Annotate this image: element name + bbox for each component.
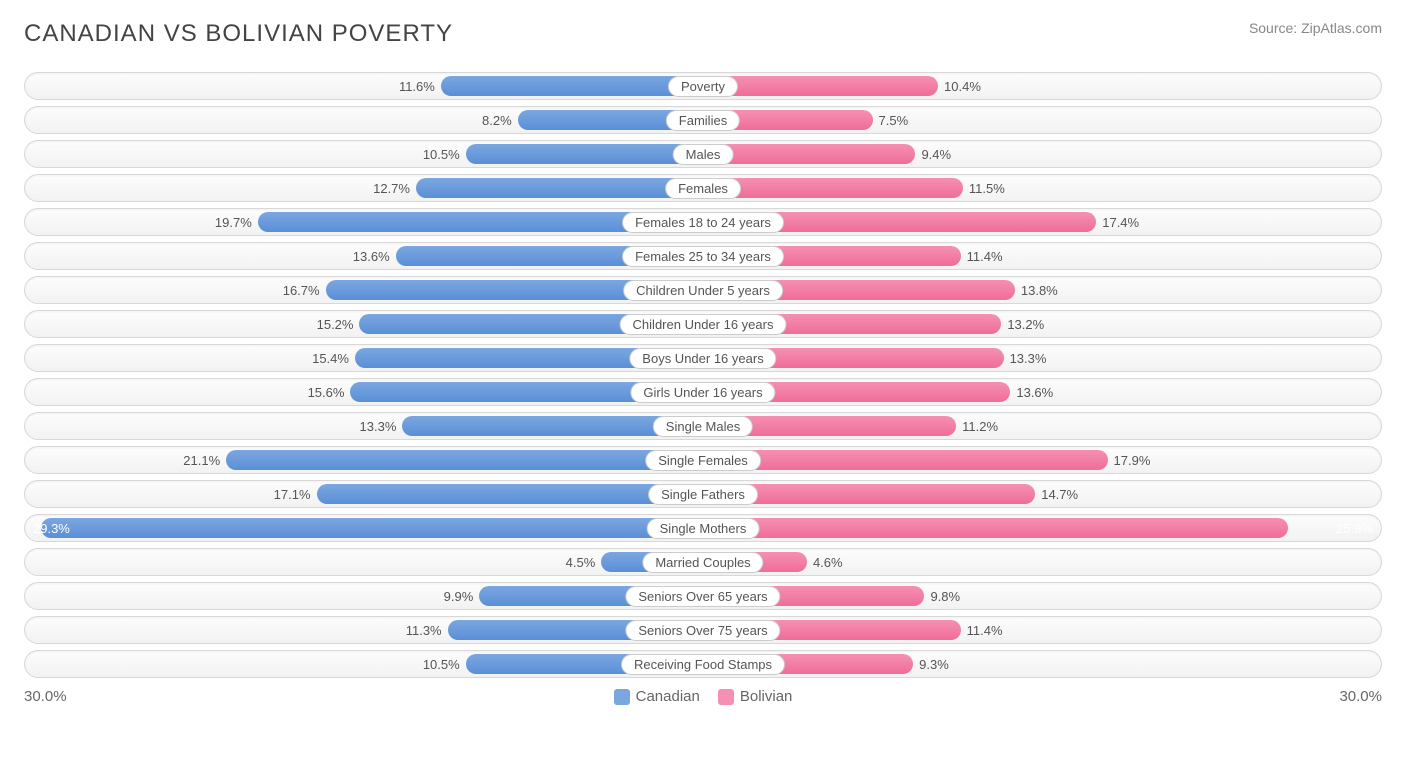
value-bolivian: 9.8% xyxy=(930,589,960,604)
table-row: 11.3% 11.4% Seniors Over 75 years xyxy=(24,616,1382,644)
value-bolivian: 11.2% xyxy=(962,419,998,434)
value-canadian: 16.7% xyxy=(283,283,320,298)
legend-swatch-canadian xyxy=(614,689,630,705)
value-canadian: 15.2% xyxy=(317,317,354,332)
value-canadian: 13.6% xyxy=(353,249,390,264)
value-canadian: 17.1% xyxy=(274,487,311,502)
category-label: Children Under 5 years xyxy=(623,280,783,301)
bar-canadian xyxy=(466,144,703,164)
bar-canadian xyxy=(317,484,703,504)
table-row: 16.7% 13.8% Children Under 5 years xyxy=(24,276,1382,304)
table-row: 10.5% 9.3% Receiving Food Stamps xyxy=(24,650,1382,678)
category-label: Single Fathers xyxy=(648,484,758,505)
category-label: Poverty xyxy=(668,76,738,97)
table-row: 29.3% 25.9% Single Mothers xyxy=(24,514,1382,542)
category-label: Single Males xyxy=(653,416,753,437)
value-bolivian: 13.6% xyxy=(1016,385,1053,400)
legend-item-canadian: Canadian xyxy=(614,688,700,705)
value-bolivian: 11.5% xyxy=(969,181,1005,196)
table-row: 15.6% 13.6% Girls Under 16 years xyxy=(24,378,1382,406)
axis-max-left: 30.0% xyxy=(24,688,67,705)
legend-swatch-bolivian xyxy=(718,689,734,705)
table-row: 13.3% 11.2% Single Males xyxy=(24,412,1382,440)
value-canadian: 15.4% xyxy=(312,351,349,366)
value-canadian: 19.7% xyxy=(215,215,252,230)
table-row: 12.7% 11.5% Females xyxy=(24,174,1382,202)
value-canadian: 9.9% xyxy=(444,589,474,604)
bar-bolivian xyxy=(703,178,963,198)
legend: Canadian Bolivian xyxy=(614,688,793,705)
chart-source: Source: ZipAtlas.com xyxy=(1249,20,1382,36)
table-row: 17.1% 14.7% Single Fathers xyxy=(24,480,1382,508)
value-bolivian: 7.5% xyxy=(879,113,909,128)
value-canadian: 10.5% xyxy=(423,147,460,162)
category-label: Seniors Over 75 years xyxy=(625,620,780,641)
category-label: Seniors Over 65 years xyxy=(625,586,780,607)
table-row: 15.2% 13.2% Children Under 16 years xyxy=(24,310,1382,338)
table-row: 15.4% 13.3% Boys Under 16 years xyxy=(24,344,1382,372)
category-label: Females xyxy=(665,178,741,199)
value-canadian: 10.5% xyxy=(423,657,460,672)
chart-footer: 30.0% Canadian Bolivian 30.0% xyxy=(24,688,1382,705)
value-canadian: 12.7% xyxy=(373,181,410,196)
category-label: Receiving Food Stamps xyxy=(621,654,785,675)
value-canadian: 21.1% xyxy=(183,453,220,468)
category-label: Children Under 16 years xyxy=(620,314,787,335)
diverging-bar-chart: 11.6% 10.4% Poverty 8.2% 7.5% Families 10.5% 9.… xyxy=(24,72,1382,678)
bar-bolivian xyxy=(703,144,915,164)
value-canadian: 11.6% xyxy=(399,79,435,94)
bar-bolivian xyxy=(703,518,1288,538)
chart-header: CANADIAN VS BOLIVIAN POVERTY Source: Zip… xyxy=(24,20,1382,48)
bar-canadian xyxy=(226,450,703,470)
table-row: 13.6% 11.4% Females 25 to 34 years xyxy=(24,242,1382,270)
category-label: Married Couples xyxy=(642,552,763,573)
value-bolivian: 17.4% xyxy=(1102,215,1139,230)
table-row: 21.1% 17.9% Single Females xyxy=(24,446,1382,474)
value-bolivian: 11.4% xyxy=(967,623,1003,638)
category-label: Boys Under 16 years xyxy=(629,348,776,369)
value-canadian: 8.2% xyxy=(482,113,512,128)
axis-max-right: 30.0% xyxy=(1339,688,1382,705)
value-canadian: 11.3% xyxy=(406,623,442,638)
legend-item-bolivian: Bolivian xyxy=(718,688,793,705)
value-bolivian: 13.8% xyxy=(1021,283,1058,298)
category-label: Families xyxy=(666,110,740,131)
value-canadian: 13.3% xyxy=(360,419,397,434)
bar-canadian xyxy=(441,76,703,96)
value-bolivian: 10.4% xyxy=(944,79,981,94)
legend-label-canadian: Canadian xyxy=(636,688,700,705)
category-label: Females 25 to 34 years xyxy=(622,246,784,267)
category-label: Males xyxy=(673,144,734,165)
category-label: Females 18 to 24 years xyxy=(622,212,784,233)
value-canadian: 4.5% xyxy=(566,555,596,570)
chart-title: CANADIAN VS BOLIVIAN POVERTY xyxy=(24,20,453,48)
table-row: 4.5% 4.6% Married Couples xyxy=(24,548,1382,576)
value-canadian: 29.3% xyxy=(33,521,70,536)
legend-label-bolivian: Bolivian xyxy=(740,688,793,705)
table-row: 10.5% 9.4% Males xyxy=(24,140,1382,168)
category-label: Girls Under 16 years xyxy=(630,382,775,403)
value-bolivian: 9.4% xyxy=(921,147,951,162)
value-bolivian: 13.3% xyxy=(1010,351,1047,366)
table-row: 9.9% 9.8% Seniors Over 65 years xyxy=(24,582,1382,610)
bar-canadian xyxy=(416,178,703,198)
table-row: 11.6% 10.4% Poverty xyxy=(24,72,1382,100)
bar-bolivian xyxy=(703,450,1108,470)
table-row: 8.2% 7.5% Families xyxy=(24,106,1382,134)
table-row: 19.7% 17.4% Females 18 to 24 years xyxy=(24,208,1382,236)
value-bolivian: 9.3% xyxy=(919,657,949,672)
value-bolivian: 4.6% xyxy=(813,555,843,570)
value-bolivian: 11.4% xyxy=(967,249,1003,264)
value-canadian: 15.6% xyxy=(308,385,345,400)
bar-bolivian xyxy=(703,76,938,96)
bar-canadian xyxy=(41,518,703,538)
value-bolivian: 17.9% xyxy=(1114,453,1151,468)
category-label: Single Females xyxy=(645,450,761,471)
value-bolivian: 13.2% xyxy=(1007,317,1044,332)
category-label: Single Mothers xyxy=(647,518,760,539)
value-bolivian: 14.7% xyxy=(1041,487,1078,502)
value-bolivian: 25.9% xyxy=(1336,521,1373,536)
